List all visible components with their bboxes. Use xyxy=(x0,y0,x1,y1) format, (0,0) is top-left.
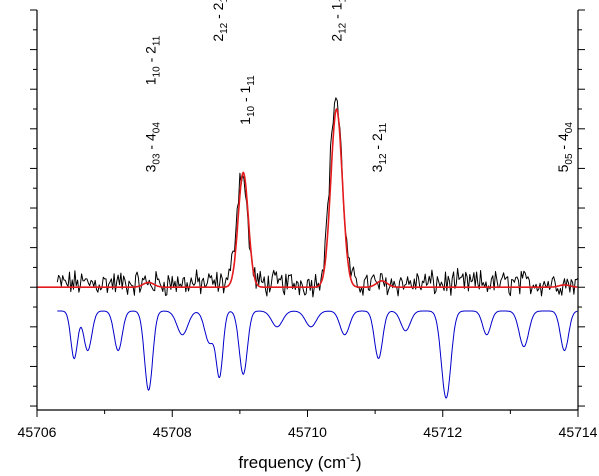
x-axis-title-end: ) xyxy=(356,453,362,472)
transition-label-sub: 10 xyxy=(151,66,162,78)
x-axis-title-base: frequency (cm xyxy=(238,453,346,472)
x-axis-title: frequency (cm-1) xyxy=(238,452,361,472)
transition-label-text: 1 xyxy=(237,117,253,125)
transition-label-text: 2 xyxy=(210,34,226,42)
transition-label: 312 - 211 xyxy=(369,122,389,172)
transition-label-sub: 04 xyxy=(564,122,575,134)
transition-label-text: 3 xyxy=(142,164,158,172)
transition-label-text: 5 xyxy=(555,164,571,172)
transition-label: 110 - 111 xyxy=(237,75,257,125)
transition-label: 303 - 404 xyxy=(142,122,162,173)
series-line-0 xyxy=(56,97,579,298)
transition-label-text: - 2 xyxy=(142,46,158,66)
transition-label-sub: 11 xyxy=(337,0,348,3)
transition-label-sub: 12 xyxy=(219,22,230,34)
transition-label-text: 1 xyxy=(142,77,158,85)
ticks xyxy=(30,9,585,417)
transition-label: 505 - 404 xyxy=(555,122,575,173)
transition-label-sub: 12 xyxy=(378,153,389,165)
transition-label-sub: 12 xyxy=(337,22,348,34)
transition-label-sub: 11 xyxy=(219,0,230,3)
transition-label-text: - 1 xyxy=(237,85,253,105)
transition-label-sub: 05 xyxy=(564,153,575,165)
transition-label-sub: 11 xyxy=(151,35,162,46)
x-tick-label: 45706 xyxy=(18,424,57,440)
transition-label-text: - 4 xyxy=(142,133,158,153)
transition-label: 212 - 211 xyxy=(210,0,230,42)
tick-labels: 45706 45708 45710 45712 45714 xyxy=(18,424,598,440)
transition-label-sub: 04 xyxy=(151,122,162,134)
transition-label-sub: 11 xyxy=(246,75,257,86)
x-tick-label: 45710 xyxy=(288,424,327,440)
transition-label-text: - 1 xyxy=(328,2,344,22)
series-group xyxy=(36,97,579,399)
transition-label-text: - 2 xyxy=(210,2,226,22)
transition-label-sub: 10 xyxy=(246,105,257,117)
transition-label-text: 3 xyxy=(369,164,385,172)
x-tick-label: 45712 xyxy=(423,424,462,440)
transition-label-text: - 2 xyxy=(369,133,385,153)
transition-label-text: - 4 xyxy=(555,133,571,153)
transition-label: 110 - 211 xyxy=(142,35,162,85)
transition-label-text: 2 xyxy=(328,34,344,42)
series-line-1 xyxy=(36,108,578,289)
x-tick-label: 45708 xyxy=(153,424,192,440)
transition-label-sub: 03 xyxy=(151,153,162,165)
series-line-2 xyxy=(57,310,578,399)
x-axis-title-sup: -1 xyxy=(346,452,356,464)
x-tick-label: 45714 xyxy=(559,424,598,440)
transition-label: 212 - 111 xyxy=(328,0,348,42)
transition-label-sub: 11 xyxy=(378,122,389,133)
